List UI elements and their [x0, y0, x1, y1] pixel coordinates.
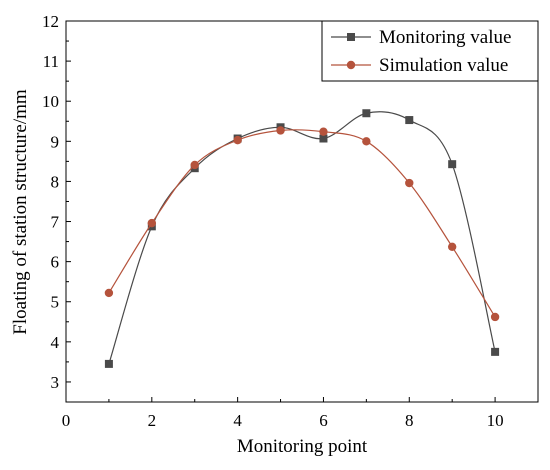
y-axis-title: Floating of station structure/mm — [10, 89, 31, 335]
y-tick-label: 9 — [51, 132, 60, 151]
x-tick-label: 10 — [487, 411, 504, 430]
data-point-simulation — [319, 127, 328, 136]
data-point-simulation — [490, 312, 500, 322]
series-layer — [104, 109, 500, 368]
data-point-simulation — [447, 242, 457, 251]
y-tick-label: 3 — [51, 373, 60, 392]
y-tick-label: 10 — [42, 92, 59, 111]
x-tick-label: 2 — [148, 411, 157, 430]
y-tick-label: 8 — [51, 172, 60, 191]
legend-label-simulation: Simulation value — [379, 55, 508, 76]
series-line-simulation — [108, 129, 496, 318]
data-point-simulation — [233, 135, 242, 145]
y-tick-label: 5 — [51, 293, 60, 312]
y-tick-label: 4 — [51, 333, 60, 352]
data-point-monitoring — [104, 359, 113, 368]
data-point-monitoring — [405, 116, 414, 125]
data-point-simulation — [104, 288, 114, 298]
legend: Monitoring value Simulation value — [321, 20, 539, 82]
x-tick-label: 8 — [405, 411, 414, 430]
y-tick-label: 7 — [51, 213, 60, 232]
data-point-simulation — [276, 126, 285, 135]
series-line-monitoring — [108, 111, 496, 365]
x-tick-label: 6 — [319, 411, 328, 430]
data-point-monitoring — [362, 109, 371, 118]
data-point-simulation — [147, 218, 157, 228]
y-tick-label: 6 — [51, 253, 60, 272]
x-tick-label: 0 — [62, 411, 71, 430]
data-point-simulation — [362, 137, 371, 146]
legend-marker-simulation — [346, 60, 356, 70]
data-point-monitoring — [319, 134, 328, 143]
legend-label-monitoring: Monitoring value — [379, 27, 511, 48]
plot-frame — [65, 20, 539, 403]
data-point-simulation — [405, 178, 414, 188]
x-tick-label: 4 — [233, 411, 242, 430]
y-axis: 3 4 5 6 7 8 9 10 11 12 — [42, 12, 71, 403]
legend-box — [321, 20, 539, 82]
x-axis: 0 2 4 6 8 10 — [62, 397, 504, 430]
data-point-monitoring — [491, 347, 500, 356]
legend-marker-monitoring — [347, 33, 355, 41]
y-tick-label: 11 — [43, 52, 59, 71]
x-axis-title: Monitoring point — [237, 436, 368, 457]
data-point-monitoring — [448, 160, 457, 169]
y-tick-label: 12 — [42, 12, 59, 31]
data-point-simulation — [190, 160, 199, 170]
